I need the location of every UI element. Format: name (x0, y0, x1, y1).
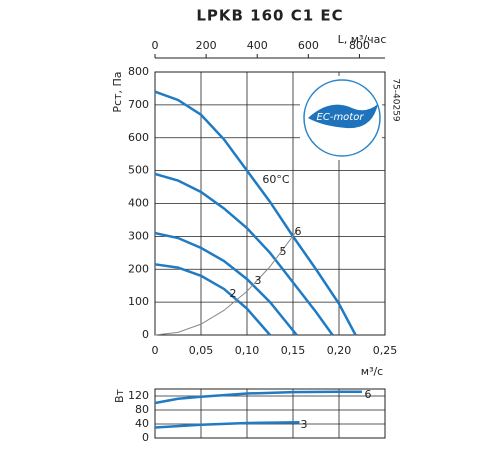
x-tick-label: 0 (152, 344, 159, 357)
curve (154, 231, 298, 336)
curve (154, 263, 271, 336)
curve-label: 5 (280, 245, 287, 258)
x-axis-label: м³/с (361, 365, 383, 378)
y-tick-label: 100 (128, 295, 149, 308)
x2-tick-label: 800 (349, 39, 370, 52)
y-tick-label: 400 (128, 197, 149, 210)
x2-axis-label: L, м³/час (338, 33, 387, 46)
curve-label: 6 (365, 388, 372, 401)
x2-tick-label: 400 (247, 39, 268, 52)
system-curve (154, 229, 299, 336)
curve (154, 421, 300, 429)
chart-title: LPKB 160 C1 EC (196, 7, 343, 25)
y-tick-label: 0 (142, 328, 149, 341)
y-tick-label: 600 (128, 131, 149, 144)
x-tick-label: 0,10 (235, 344, 260, 357)
x-tick-label: 0,20 (327, 344, 352, 357)
y-tick-label: 300 (128, 229, 149, 242)
y-axis-label: Pст, Па (111, 71, 124, 112)
y-tick-label: 80 (135, 403, 149, 416)
badge-text: EC-motor (317, 112, 365, 123)
y-tick-label: 800 (128, 65, 149, 78)
curve (154, 172, 334, 336)
code: 75-40259 (391, 78, 401, 122)
curve-label: 6 (295, 225, 302, 238)
badge-leaf (308, 104, 378, 129)
y-tick-label: 0 (142, 431, 149, 444)
curve-label: 3 (255, 274, 262, 287)
y-tick-label: 700 (128, 98, 149, 111)
y-tick-label: 500 (128, 164, 149, 177)
y-axis-label: Вт (113, 388, 126, 403)
x-tick-label: 0,15 (281, 344, 306, 357)
badge: EC-motor (300, 76, 382, 160)
x2-tick-label: 200 (196, 39, 217, 52)
x-tick-label: 0,05 (189, 344, 214, 357)
curve (154, 390, 362, 405)
x2-tick-label: 600 (298, 39, 319, 52)
x2-tick-label: 0 (152, 39, 159, 52)
curve-label: 2 (230, 287, 237, 300)
curve-label: 3 (301, 418, 308, 431)
annotation: 60°C (262, 173, 289, 186)
y-tick-label: 200 (128, 262, 149, 275)
y-tick-label: 120 (128, 389, 149, 402)
x-tick-label: 0,25 (373, 344, 398, 357)
y-tick-label: 40 (135, 417, 149, 430)
curve (154, 90, 357, 336)
